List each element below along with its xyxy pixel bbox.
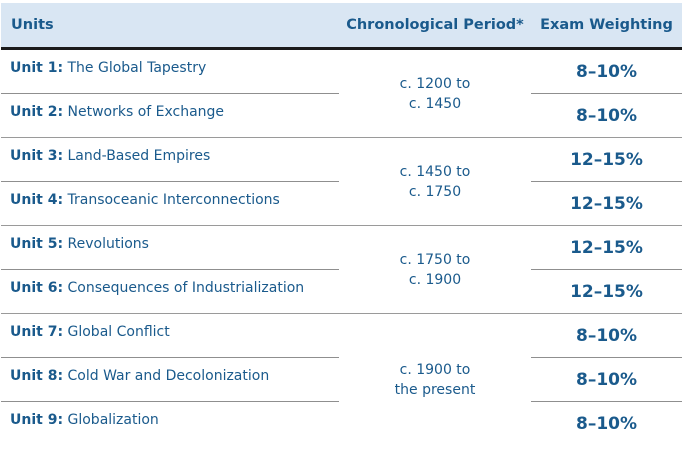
unit-number: Unit 1: xyxy=(10,60,64,76)
weighting-cell: 8–10% xyxy=(531,48,682,94)
unit-title: Transoceanic Interconnections xyxy=(67,192,280,208)
period-end: c. 1900 xyxy=(408,271,462,288)
weighting-cell: 12–15% xyxy=(531,269,682,314)
period-end: c. 1750 xyxy=(408,183,462,200)
table-row: Unit 9: Globalization 8–10% xyxy=(1,402,682,447)
period-cell: c. 1450 to c. 1750 xyxy=(339,137,531,226)
unit-cell: Unit 5: Revolutions xyxy=(1,225,339,270)
unit-cell: Unit 9: Globalization xyxy=(1,402,339,447)
period-start: c. 1200 to xyxy=(399,75,471,92)
period-start: c. 1900 to xyxy=(399,362,471,378)
table-row: Unit 1: The Global Tapestry c. 1200 to c.… xyxy=(1,48,682,138)
period-end: the present xyxy=(394,382,476,398)
unit-number: Unit 9: xyxy=(10,412,64,428)
unit-title: Global Conflict xyxy=(67,324,170,340)
header-row: Units Chronological Period* Exam Weighti… xyxy=(1,3,682,50)
weighting-cell: 12–15% xyxy=(531,137,682,182)
unit-title: Consequences of Industrialization xyxy=(67,280,305,296)
unit-number: Unit 7: xyxy=(10,324,64,340)
weighting-cell: 12–15% xyxy=(531,225,682,270)
period-cell: c. 1900 to the present xyxy=(339,314,531,447)
table-row: Unit 3: Land-Based Empires c. 1450 to c. … xyxy=(1,137,682,226)
unit-number: Unit 4: xyxy=(10,192,64,208)
unit-title: Globalization xyxy=(67,412,159,428)
period-cell: c. 1200 to c. 1450 xyxy=(339,48,531,138)
weighting-header: Exam Weighting xyxy=(531,3,682,50)
weighting-cell: 8–10% xyxy=(575,414,638,434)
table-row: Unit 7: Global Conflict c. 1900 to the pr… xyxy=(1,313,682,398)
weighting-cell: 8–10% xyxy=(531,93,682,138)
unit-cell: Unit 4: Transoceanic Interconnections xyxy=(1,181,339,226)
unit-cell: Unit 6: Consequences of Industrializatio… xyxy=(1,269,339,314)
table-row: Unit 8: Cold War and Decolonization 8–10… xyxy=(1,357,682,402)
weighting-cell: 12–15% xyxy=(531,181,682,226)
unit-cell: Unit 7: Global Conflict xyxy=(1,313,339,358)
unit-number: Unit 8: xyxy=(10,368,64,384)
unit-number: Unit 2: xyxy=(10,104,64,120)
period-end: c. 1450 xyxy=(408,95,462,112)
unit-title: Revolutions xyxy=(67,236,149,252)
unit-title: Cold War and Decolonization xyxy=(67,368,270,384)
weighting-cell: 8–10% xyxy=(531,313,682,358)
unit-number: Unit 5: xyxy=(10,236,64,252)
period-cell: c. 1750 to c. 1900 xyxy=(339,225,531,314)
unit-cell: Unit 1: The Global Tapestry xyxy=(1,48,339,94)
weighting-cell: 8–10% xyxy=(531,357,682,402)
period-header: Chronological Period* xyxy=(339,3,531,50)
unit-cell: Unit 3: Land-Based Empires xyxy=(1,137,339,182)
unit-title: Land-Based Empires xyxy=(67,148,211,164)
table-row: Unit 6: Consequences of Industrializatio… xyxy=(1,269,682,314)
table-row: Unit 4: Transoceanic Interconnections 12… xyxy=(1,181,682,226)
units-table: Units Chronological Period* Exam Weighti… xyxy=(1,3,682,446)
unit-title: The Global Tapestry xyxy=(67,60,207,76)
unit-number: Unit 3: xyxy=(10,148,64,164)
period-start: c. 1450 to xyxy=(399,163,471,180)
table-row: Unit 2: Networks of Exchange 8–10% xyxy=(1,93,682,138)
unit-cell: Unit 8: Cold War and Decolonization xyxy=(1,357,339,402)
period-start: c. 1750 to xyxy=(399,251,471,268)
unit-cell: Unit 2: Networks of Exchange xyxy=(1,93,339,138)
table-row: Unit 5: Revolutions c. 1750 to c. 1900 12… xyxy=(1,225,682,314)
unit-number: Unit 6: xyxy=(10,280,64,296)
units-header: Units xyxy=(1,3,339,50)
unit-title: Networks of Exchange xyxy=(67,104,225,120)
